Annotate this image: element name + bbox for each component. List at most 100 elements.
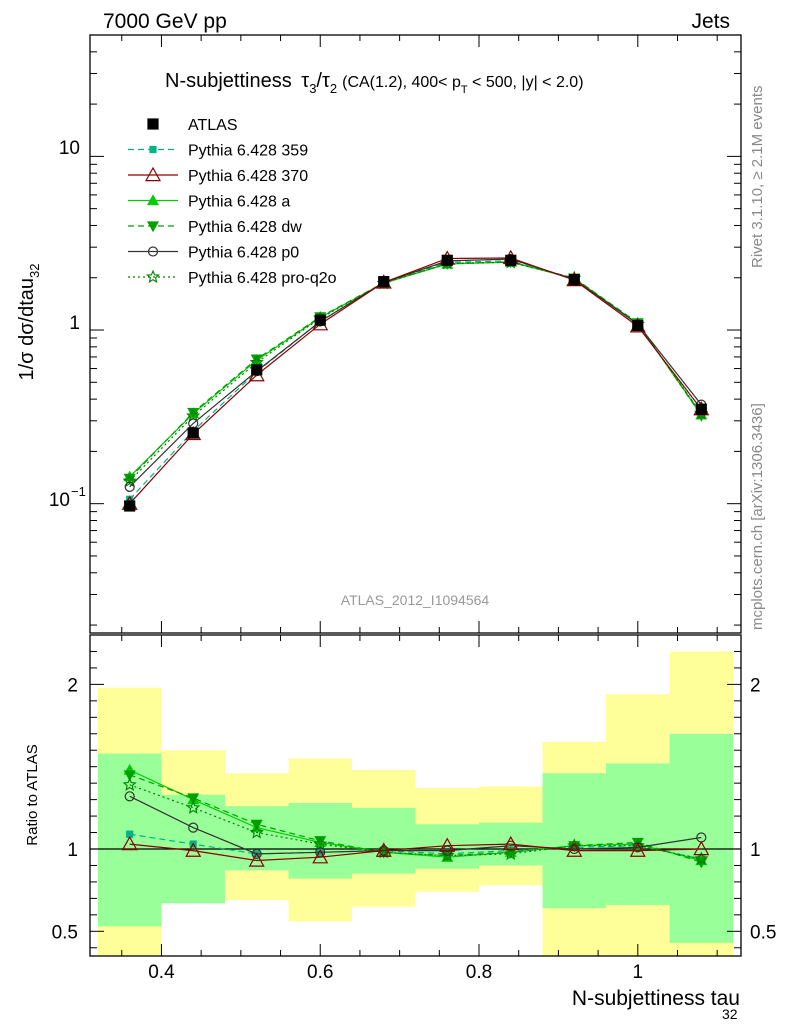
title-tau2: τ — [322, 70, 330, 92]
main-ylabel-text: 1/σ dσ/dtau — [16, 278, 38, 381]
legend-label-p370: Pythia 6.428 370 — [188, 168, 308, 185]
legend-item-p359: Pythia 6.428 359 — [128, 143, 308, 160]
series-line-p370 — [129, 257, 702, 505]
series-line-pdw — [129, 261, 702, 479]
legend-item-pp0: Pythia 6.428 p0 — [128, 245, 299, 262]
legend-marker-pq2o — [145, 269, 161, 284]
legend-item-pq2o: Pythia 6.428 pro-q2o — [128, 269, 337, 287]
band-inner-9 — [669, 733, 734, 943]
point-pq2o-0 — [122, 473, 137, 488]
point-atlas-9 — [695, 403, 707, 415]
point-atlas-2 — [251, 364, 263, 376]
ratio-bands — [97, 651, 734, 956]
main-ytick-1: 1 — [69, 313, 80, 334]
ratio-ytick-label-right-2: 2 — [750, 675, 761, 696]
title-cuts-sub: T — [461, 84, 468, 96]
legend-label-pp0: Pythia 6.428 p0 — [188, 245, 299, 262]
ratio-point-p370-9 — [693, 840, 710, 856]
xtick-label-0.8: 0.8 — [466, 962, 492, 983]
chart-title: N-subjettiness τ3/τ2 (CA(1.2), 400< pT < … — [165, 70, 584, 96]
legend-item-p370: Pythia 6.428 370 — [128, 166, 308, 185]
ratio-point-p370-4 — [375, 842, 392, 857]
ratio-point-pq2o-1 — [186, 800, 201, 814]
point-atlas-5 — [441, 254, 453, 266]
main-ytick-0.1-exp: −1 — [71, 484, 86, 499]
ratio-line-pq2o — [129, 784, 702, 860]
main-ytick-10: 10 — [59, 138, 80, 159]
ratio-series-group — [121, 763, 710, 869]
band-inner-4 — [351, 807, 416, 874]
ratio-point-p370-7 — [566, 842, 583, 857]
title-sub2: 2 — [330, 81, 337, 96]
legend-label-atlas: ATLAS — [188, 117, 238, 134]
ratio-point-p370-5 — [439, 837, 456, 852]
ratio-ytick-label-left-0.5: 0.5 — [52, 922, 78, 943]
band-inner-8 — [606, 763, 670, 905]
point-atlas-8 — [632, 320, 644, 332]
ratio-line-pdw — [129, 774, 702, 863]
ratio-panel: 0.5 0.5 1 1 2 2 0.4 0.6 0.8 1 Ratio to ATLAS N-su… — [24, 634, 776, 1022]
ratio-point-pq2o-8 — [630, 838, 645, 852]
ratio-ytick-label-left-2: 2 — [67, 675, 78, 696]
ratio-ytick-label-left-1: 1 — [67, 840, 78, 861]
series-line-pp0 — [129, 258, 702, 488]
point-atlas-1 — [187, 427, 199, 439]
header-left: 7000 GeV pp — [103, 10, 227, 33]
ratio-point-p370-1 — [185, 842, 202, 857]
legend-label-p359: Pythia 6.428 359 — [188, 143, 308, 160]
main-ytick-0.1: 10 — [49, 490, 70, 511]
x-axis-label-text: N-subjettiness tau — [572, 987, 740, 1010]
xtick-label-0.6: 0.6 — [307, 962, 333, 983]
series-line-pq2o — [129, 261, 702, 482]
ratio-point-pp0-1 — [188, 822, 199, 833]
ratio-point-p370-0 — [121, 835, 138, 851]
ratio-point-pq2o-9 — [694, 851, 709, 865]
header-right: Jets — [691, 10, 730, 33]
ratio-point-p370-3 — [312, 848, 329, 864]
point-atlas-6 — [505, 254, 517, 266]
rivet-label: Rivet 3.1.10, ≥ 2.1M events — [749, 86, 766, 269]
x-axis-label-sub: 32 — [722, 1006, 738, 1022]
ratio-point-p370-2 — [248, 852, 265, 867]
main-series-group — [121, 249, 710, 512]
ratio-point-pdw-1 — [187, 793, 200, 805]
series-line-p359 — [129, 260, 702, 500]
main-ytick-0.1-base: 10 — [49, 490, 70, 511]
point-atlas-3 — [314, 314, 326, 326]
legend: ATLAS Pythia 6.428 359 Pythia 6.428 370 Pyt… — [128, 117, 337, 287]
point-atlas-4 — [378, 276, 390, 288]
ratio-point-pp0-0 — [124, 791, 135, 802]
title-cuts-a: (CA(1.2), 400< p — [342, 74, 461, 91]
ratio-ylabel: Ratio to ATLAS — [24, 744, 41, 845]
ratio-point-pq2o-5 — [440, 848, 455, 862]
title-slash: / — [316, 70, 322, 92]
main-ylabel: 1/σ dσ/dtau32 — [16, 264, 42, 381]
main-ylabel-sub: 32 — [27, 264, 42, 278]
ratio-point-p370-8 — [629, 842, 646, 857]
legend-item-pdw: Pythia 6.428 dw — [128, 219, 302, 236]
ratio-point-pq2o-0 — [122, 777, 137, 791]
point-atlas-7 — [568, 274, 580, 286]
ratio-line-p370 — [129, 843, 702, 862]
main-panel: N-subjettiness τ3/τ2 (CA(1.2), 400< pT < … — [16, 34, 742, 634]
ratio-point-pdw-2 — [250, 819, 263, 831]
legend-item-atlas: ATLAS — [147, 117, 238, 134]
x-axis-label: N-subjettiness tau — [572, 987, 740, 1010]
legend-marker-p359 — [149, 145, 157, 154]
ratio-point-p370-6 — [502, 835, 519, 851]
ratio-line-pa — [129, 769, 702, 862]
legend-marker-atlas — [147, 118, 159, 130]
ratio-point-pq2o-6 — [503, 846, 518, 860]
legend-marker-pp0 — [147, 246, 159, 257]
xtick-label-1: 1 — [633, 962, 644, 983]
main-frame — [89, 34, 742, 634]
main-ticks — [90, 34, 741, 633]
ratio-point-pdw-0 — [123, 770, 136, 782]
ratio-ytick-label-right-0.5: 0.5 — [750, 922, 776, 943]
title-cuts-b: < 500, |y| < 2.0) — [468, 74, 584, 91]
ratio-point-pp0-2 — [251, 848, 262, 860]
analysis-watermark: ATLAS_2012_I1094564 — [341, 592, 490, 608]
xtick-label-0.4: 0.4 — [148, 962, 175, 983]
legend-marker-pdw — [146, 221, 160, 233]
